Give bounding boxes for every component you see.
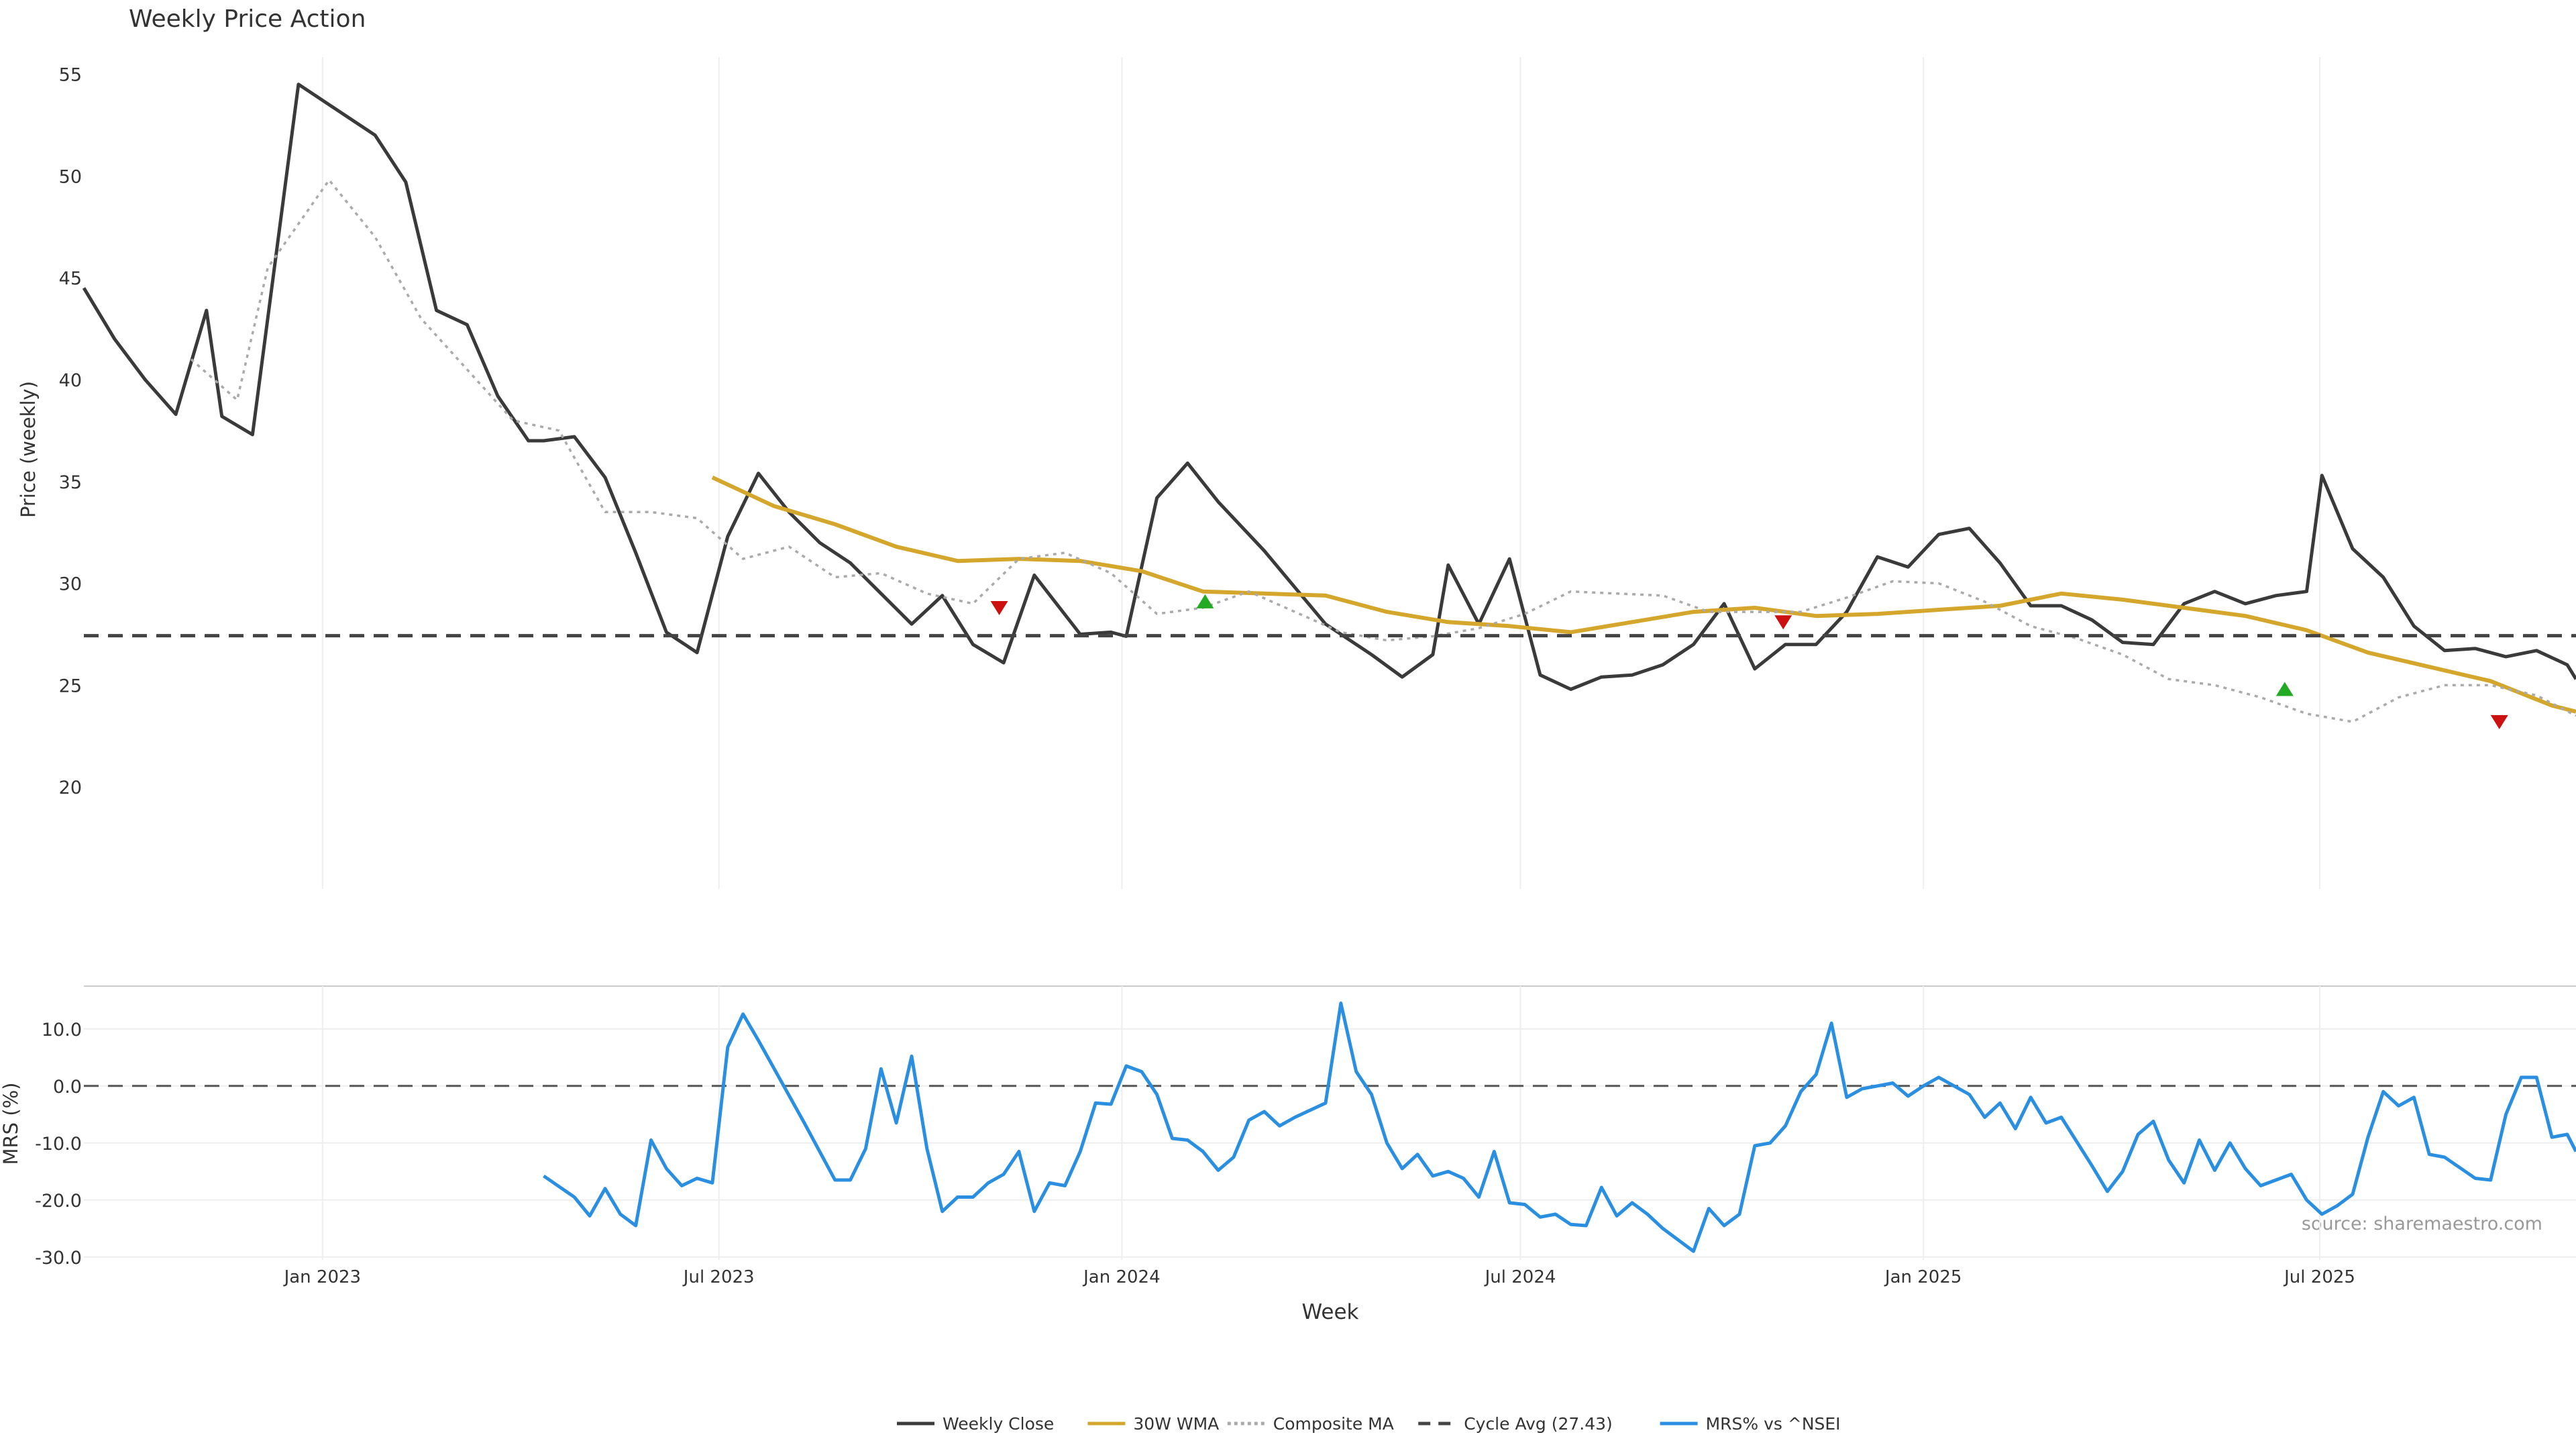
price-tick-label: 20	[59, 777, 82, 798]
x-tick-label: Jul 2024	[1484, 1267, 1556, 1287]
x-tick-label: Jul 2023	[682, 1267, 755, 1287]
price-tick-label: 40	[59, 370, 82, 391]
price-series-1	[711, 475, 2576, 714]
mrs-tick-label: 10.0	[42, 1020, 82, 1040]
price-axis-label: Price (weekly)	[17, 381, 40, 518]
x-tick-label: Jan 2023	[283, 1267, 362, 1287]
mrs-panel: Jan 2023 Jul 2023 Jan 2024 Jul 2024 Jan 2025…	[35, 985, 2576, 1287]
legend-label-0: Weekly Close	[943, 1414, 1054, 1434]
buy-signal-marker	[2275, 682, 2294, 696]
legend-label-2: Composite MA	[1273, 1414, 1394, 1434]
mrs-series-line	[543, 1002, 2576, 1253]
price-tick-label: 25	[59, 676, 82, 696]
sell-signal-marker	[990, 601, 1008, 616]
price-tick-label: 30	[59, 574, 82, 595]
legend-label-4: MRS% vs ^NSEI	[1706, 1414, 1841, 1434]
legend-label-3: Cycle Avg (27.43)	[1464, 1414, 1613, 1434]
price-tick-label: 55	[59, 65, 82, 86]
mrs-axis-label: MRS (%)	[0, 1083, 22, 1165]
buy-signal-marker	[1196, 594, 1214, 608]
price-tick-label: 35	[59, 472, 82, 493]
chart-title: Weekly Price Action	[129, 5, 366, 33]
legend: Weekly Close 30W WMA Composite MA Cycle Avg…	[897, 1414, 1841, 1434]
price-series-0	[82, 83, 2576, 691]
sell-signal-marker	[1774, 615, 1792, 630]
x-axis-label: Week	[1302, 1300, 1359, 1324]
sell-signal-marker	[2490, 715, 2508, 730]
mrs-tick-label: -30.0	[35, 1248, 82, 1269]
x-tick-label: Jan 2024	[1082, 1267, 1161, 1287]
x-tick-label: Jul 2025	[2283, 1267, 2355, 1287]
mrs-tick-label: -10.0	[35, 1134, 82, 1155]
price-tick-label: 50	[59, 166, 82, 187]
mrs-tick-label: -20.0	[35, 1191, 82, 1212]
legend-label-1: 30W WMA	[1133, 1414, 1219, 1434]
price-tick-label: 45	[59, 268, 82, 289]
x-tick-label: Jan 2025	[1884, 1267, 1962, 1287]
price-series-2	[190, 178, 2576, 723]
mrs-tick-label: 0.0	[53, 1077, 82, 1097]
price-panel: 20 25 30 35 40 45 50 55	[59, 57, 2576, 889]
source-annotation: source: sharemaestro.com	[2302, 1214, 2542, 1234]
